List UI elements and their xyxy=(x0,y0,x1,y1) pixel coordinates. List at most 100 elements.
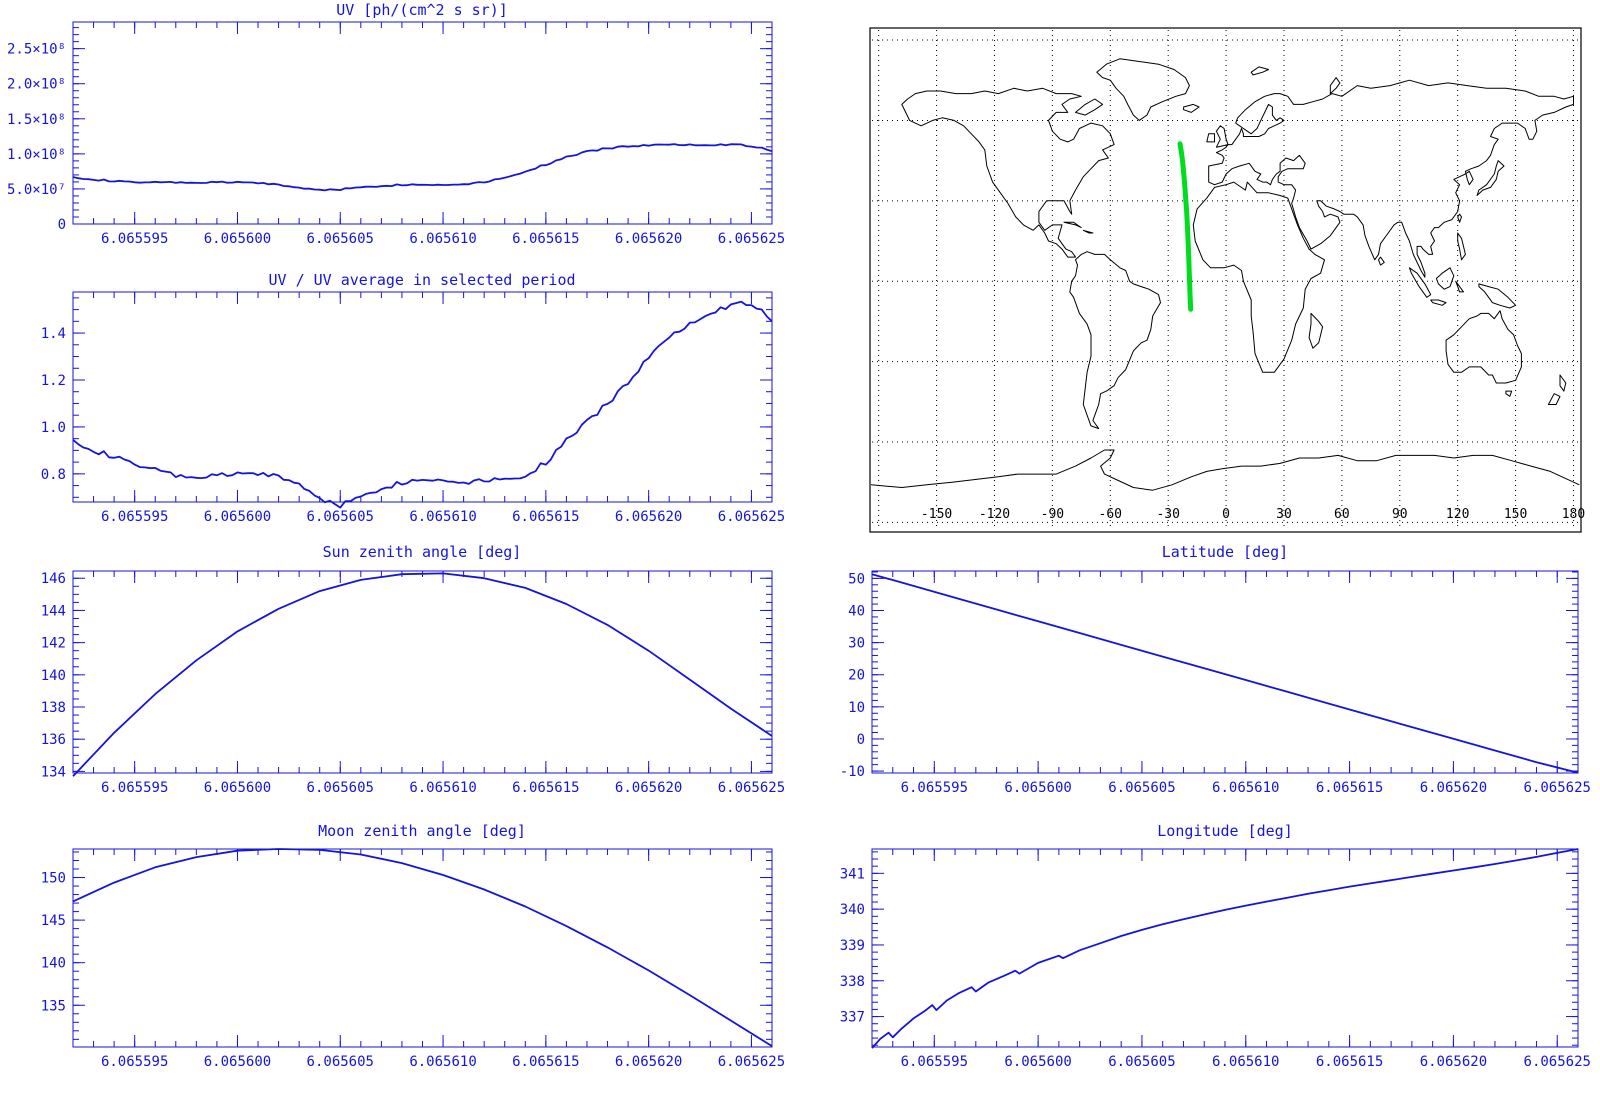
map-frame xyxy=(869,27,1582,533)
coastline-java xyxy=(1430,299,1447,306)
uv-x-tick-label: 6.065615 xyxy=(512,231,579,247)
sun-y-tick-label: 136 xyxy=(41,732,66,748)
ratio-x-tick-label: 6.065615 xyxy=(512,509,579,525)
map-coastlines xyxy=(870,58,1580,491)
longitude-y-tick-label: 341 xyxy=(840,866,865,882)
sun-y-tick-label: 134 xyxy=(41,764,66,780)
moon-y-tick-label: 150 xyxy=(41,871,66,887)
coastline-new-zealand-north xyxy=(1559,374,1567,392)
sun-data-line xyxy=(72,572,773,777)
coastline-north-america xyxy=(901,87,1115,258)
coastline-sri-lanka xyxy=(1378,256,1385,266)
uv-y-tick-label: 2.0×10⁸ xyxy=(7,77,66,93)
map-lon-label: 120 xyxy=(1446,507,1469,522)
uv-y-tick-label: 1.5×10⁸ xyxy=(7,112,66,128)
longitude-plot-frame xyxy=(871,848,1579,1048)
latitude-x-tick-label: 6.065615 xyxy=(1316,780,1383,796)
moon-zenith-chart-title: Moon zenith angle [deg] xyxy=(318,822,526,840)
sun-y-tick-label: 144 xyxy=(41,603,66,619)
ratio-x-tick-label: 6.065610 xyxy=(409,509,476,525)
latitude-x-tick-label: 6.065600 xyxy=(1004,780,1071,796)
ratio-data-line xyxy=(72,300,773,509)
latitude-y-tick-label: -10 xyxy=(840,764,865,780)
coastline-japan xyxy=(1476,160,1505,196)
longitude-x-tick-label: 6.065605 xyxy=(1108,1054,1175,1070)
coastline-taiwan xyxy=(1457,213,1462,223)
latitude-y-tick-label: 50 xyxy=(848,571,865,587)
map-lon-label: -90 xyxy=(1041,507,1064,522)
coastline-eurasia xyxy=(1208,79,1574,278)
map-lon-label: 150 xyxy=(1504,507,1527,522)
coastline-new-zealand-south xyxy=(1547,393,1561,405)
world-map: -150 -120 -90 -60 -30 0 30 60 90 120 150 180 xyxy=(869,27,1585,533)
longitude-x-tick-label: 6.065595 xyxy=(901,1054,968,1070)
moon-x-tick-label: 6.065620 xyxy=(615,1054,682,1070)
map-lon-label: -60 xyxy=(1099,507,1122,522)
ratio-chart: 6.065595 6.065600 6.065605 6.065610 6.065615… xyxy=(41,291,785,525)
map-lon-label: 90 xyxy=(1392,507,1408,522)
longitude-chart: 6.065595 6.065600 6.065605 6.065610 6.065615… xyxy=(840,848,1591,1070)
map-lon-label: -120 xyxy=(979,507,1010,522)
longitude-x-tick-label: 6.065625 xyxy=(1524,1054,1591,1070)
coastline-south-america xyxy=(1069,251,1161,430)
ratio-y-tick-label: 1.0 xyxy=(41,420,66,436)
sun-x-tick-label: 6.065620 xyxy=(615,780,682,796)
latitude-x-tick-label: 6.065605 xyxy=(1108,780,1175,796)
coastline-svalbard xyxy=(1250,66,1269,76)
moon-x-tick-label: 6.065595 xyxy=(101,1054,168,1070)
coastline-iceland xyxy=(1183,103,1200,113)
moon-chart: 6.065595 6.065600 6.065605 6.065610 6.065615… xyxy=(41,848,785,1070)
sun-y-tick-label: 140 xyxy=(41,668,66,684)
sun-x-tick-label: 6.065595 xyxy=(101,780,168,796)
longitude-y-tick-label: 338 xyxy=(840,974,865,990)
sun-x-tick-label: 6.065615 xyxy=(512,780,579,796)
coastline-new-guinea xyxy=(1478,283,1517,309)
uv-plot-frame xyxy=(72,21,773,225)
map-lon-label: 0 xyxy=(1222,507,1230,522)
longitude-x-tick-label: 6.065615 xyxy=(1316,1054,1383,1070)
uv-x-tick-label: 6.065600 xyxy=(204,231,271,247)
coastline-philippines xyxy=(1457,232,1466,261)
latitude-y-tick-label: 10 xyxy=(848,700,865,716)
moon-x-tick-label: 6.065605 xyxy=(307,1054,374,1070)
map-graticule xyxy=(872,30,1579,530)
moon-x-tick-label: 6.065615 xyxy=(512,1054,579,1070)
uv-x-tick-label: 6.065620 xyxy=(615,231,682,247)
ground-track-line xyxy=(1177,141,1194,312)
ratio-x-tick-label: 6.065620 xyxy=(615,509,682,525)
moon-y-tick-label: 140 xyxy=(41,956,66,972)
coastline-greenland xyxy=(1096,58,1190,121)
longitude-x-tick-label: 6.065610 xyxy=(1212,1054,1279,1070)
ratio-y-tick-label: 1.4 xyxy=(41,326,66,342)
sun-x-tick-label: 6.065610 xyxy=(409,780,476,796)
map-lon-label: 180 xyxy=(1562,507,1585,522)
latitude-chart: 6.065595 6.065600 6.065605 6.065610 6.065615… xyxy=(840,570,1591,796)
latitude-x-tick-label: 6.065595 xyxy=(901,780,968,796)
moon-data-line xyxy=(72,848,773,1047)
latitude-x-tick-label: 6.065610 xyxy=(1212,780,1279,796)
ratio-x-tick-label: 6.065595 xyxy=(101,509,168,525)
uv-y-tick-label: 2.5×10⁸ xyxy=(7,42,66,58)
sun-x-tick-label: 6.065625 xyxy=(718,780,785,796)
latitude-chart-title: Latitude [deg] xyxy=(1161,543,1289,561)
uv-x-tick-label: 6.065605 xyxy=(307,231,374,247)
sun-y-tick-label: 138 xyxy=(41,700,66,716)
coastline-cuba xyxy=(1063,221,1082,229)
uv-y-tick-label: 5.0×10⁷ xyxy=(7,182,66,198)
latitude-y-tick-label: 20 xyxy=(848,668,865,684)
coastline-borneo xyxy=(1435,267,1455,290)
coastline-great-britain xyxy=(1215,125,1229,148)
ratio-x-tick-label: 6.065605 xyxy=(307,509,374,525)
coastline-africa xyxy=(1192,181,1325,373)
map-lon-label: -150 xyxy=(921,507,952,522)
uv-chart: 6.065595 6.065600 6.065605 6.065610 6.065615… xyxy=(7,21,785,247)
coastline-madagascar xyxy=(1308,312,1324,349)
uv-data-line xyxy=(72,143,773,192)
ratio-x-tick-label: 6.065600 xyxy=(204,509,271,525)
sun-plot-frame xyxy=(72,570,773,774)
uv-y-tick-label: 1.0×10⁸ xyxy=(7,147,66,163)
map-lon-label: 60 xyxy=(1334,507,1350,522)
ratio-x-tick-label: 6.065625 xyxy=(718,509,785,525)
sun-zenith-chart-title: Sun zenith angle [deg] xyxy=(322,543,522,561)
